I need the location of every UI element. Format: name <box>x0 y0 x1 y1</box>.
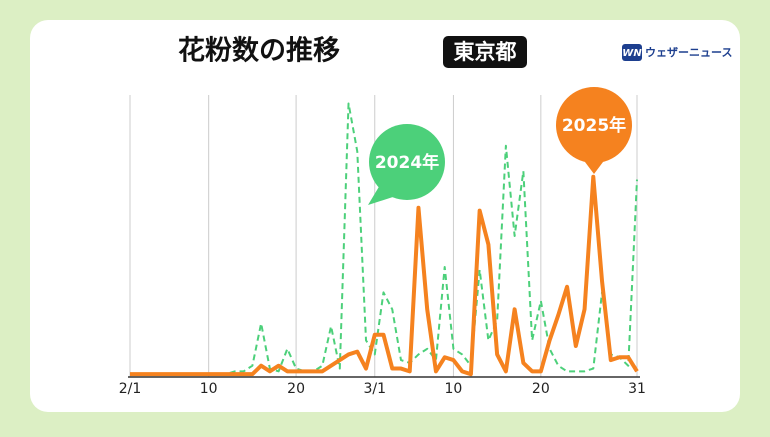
legend-label: 2025年 <box>562 115 626 136</box>
legend-bubble-tail <box>368 185 396 205</box>
x-tick-label: 20 <box>287 381 305 397</box>
brand-icon <box>622 44 642 61</box>
card <box>30 20 740 412</box>
legend-bubble <box>369 124 445 200</box>
brand-mark: WN <box>622 48 642 59</box>
series-line <box>130 174 639 377</box>
x-tick-label: 3/1 <box>363 381 386 397</box>
x-tick-label: 10 <box>200 381 218 397</box>
region-label: 東京都 <box>454 40 517 64</box>
legend-bubble <box>556 87 632 163</box>
chart-title: 花粉数の推移 <box>178 36 340 67</box>
x-tick-label: 20 <box>532 381 550 397</box>
x-tick-label: 10 <box>445 381 463 397</box>
legend-label: 2024年 <box>375 152 439 173</box>
region-tag <box>443 36 527 68</box>
brand-name: ウェザーニュース <box>645 46 732 59</box>
x-tick-label: 2/1 <box>119 381 142 397</box>
x-tick-label: 31 <box>628 381 646 397</box>
